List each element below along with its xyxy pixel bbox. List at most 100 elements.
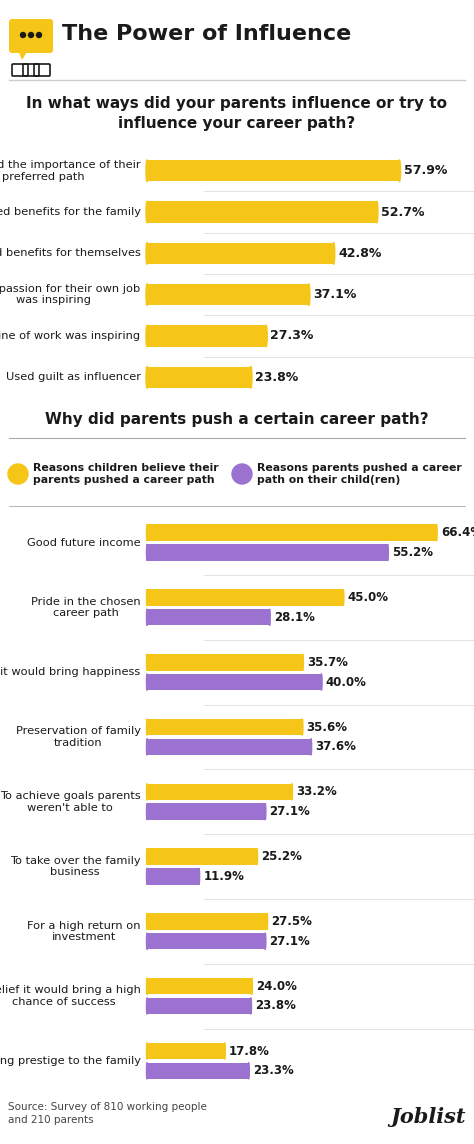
Text: 33.2%: 33.2% (296, 786, 337, 799)
Bar (147, 284, 309, 305)
Text: The Power of Influence: The Power of Influence (62, 24, 351, 43)
Circle shape (291, 784, 292, 800)
Circle shape (146, 160, 148, 182)
Bar (147, 589, 343, 605)
Text: 55.2%: 55.2% (392, 546, 433, 559)
Bar (147, 803, 265, 820)
Circle shape (198, 868, 200, 884)
Bar (147, 524, 437, 541)
Text: 45.0%: 45.0% (347, 591, 389, 604)
Circle shape (146, 284, 148, 305)
Text: Reasons children believe their
parents pushed a career path: Reasons children believe their parents p… (33, 463, 219, 485)
Bar (147, 849, 257, 865)
Circle shape (310, 739, 311, 755)
Circle shape (308, 284, 310, 305)
Text: 27.3%: 27.3% (271, 329, 314, 342)
Circle shape (146, 1043, 148, 1059)
Text: Good future income: Good future income (27, 538, 141, 548)
Text: Why did parents push a certain career path?: Why did parents push a certain career pa… (45, 412, 429, 427)
Circle shape (376, 201, 378, 223)
Circle shape (146, 739, 148, 755)
Circle shape (250, 998, 252, 1015)
Text: 28.1%: 28.1% (274, 611, 315, 623)
Text: Preservation of family
tradition: Preservation of family tradition (16, 726, 141, 748)
Bar (147, 934, 265, 950)
Circle shape (146, 934, 148, 950)
Text: 23.3%: 23.3% (253, 1064, 294, 1078)
Bar (147, 366, 251, 388)
Circle shape (146, 589, 148, 605)
Text: 37.6%: 37.6% (315, 740, 356, 754)
Circle shape (146, 201, 148, 223)
Text: 52.7%: 52.7% (381, 206, 425, 219)
Circle shape (146, 998, 148, 1015)
Circle shape (146, 784, 148, 800)
Circle shape (301, 718, 303, 736)
Text: 27.1%: 27.1% (270, 935, 310, 947)
Text: Their line of work was inspiring: Their line of work was inspiring (0, 331, 141, 341)
Circle shape (269, 609, 270, 626)
Text: Belief it would bring happiness: Belief it would bring happiness (0, 667, 141, 677)
Circle shape (436, 524, 437, 541)
Circle shape (146, 978, 148, 994)
Circle shape (256, 849, 257, 865)
Circle shape (146, 849, 148, 865)
Circle shape (343, 589, 344, 605)
Circle shape (146, 609, 148, 626)
Text: Joblist: Joblist (391, 1107, 466, 1127)
Bar (147, 325, 266, 347)
Text: 35.6%: 35.6% (307, 721, 347, 733)
Circle shape (398, 160, 401, 182)
Text: To take over the family
business: To take over the family business (10, 856, 141, 877)
Circle shape (248, 1063, 249, 1079)
Bar (147, 160, 400, 182)
Text: 40.0%: 40.0% (326, 676, 367, 689)
Circle shape (224, 1043, 225, 1059)
Bar (147, 545, 388, 561)
Text: 11.9%: 11.9% (203, 869, 244, 883)
Circle shape (264, 934, 266, 950)
Bar (147, 201, 377, 223)
Text: 57.9%: 57.9% (404, 165, 447, 177)
Circle shape (302, 654, 303, 670)
Text: Discussed the importance of their
preferred path: Discussed the importance of their prefer… (0, 160, 141, 182)
Polygon shape (18, 50, 28, 59)
Text: 23.8%: 23.8% (255, 1000, 296, 1012)
Text: Discussed benefits for the family: Discussed benefits for the family (0, 207, 141, 217)
Text: 66.4%: 66.4% (441, 526, 474, 539)
Circle shape (146, 654, 148, 670)
Text: Source: Survey of 810 working people
and 210 parents: Source: Survey of 810 working people and… (8, 1102, 207, 1126)
Circle shape (146, 803, 148, 820)
Circle shape (146, 545, 148, 561)
Circle shape (251, 978, 252, 994)
Circle shape (146, 243, 148, 264)
Text: Their passion for their own job
was inspiring: Their passion for their own job was insp… (0, 284, 141, 305)
Text: 23.8%: 23.8% (255, 371, 299, 383)
Bar (147, 609, 270, 626)
Bar (147, 654, 303, 670)
Bar (147, 998, 251, 1015)
Bar (147, 784, 292, 800)
Bar (147, 243, 334, 264)
Circle shape (146, 718, 148, 736)
Circle shape (36, 32, 42, 38)
Circle shape (232, 464, 252, 484)
Bar (147, 978, 252, 994)
Text: 42.8%: 42.8% (338, 247, 382, 260)
Text: 37.1%: 37.1% (313, 288, 356, 301)
Circle shape (146, 325, 148, 347)
Circle shape (264, 803, 266, 820)
Circle shape (265, 325, 267, 347)
Circle shape (146, 913, 148, 930)
Text: 35.7%: 35.7% (307, 656, 348, 669)
Text: 24.0%: 24.0% (256, 979, 297, 993)
Circle shape (146, 1063, 148, 1079)
Text: Reasons parents pushed a career
path on their child(ren): Reasons parents pushed a career path on … (257, 463, 462, 485)
Text: In what ways did your parents influence or try to
influence your career path?: In what ways did your parents influence … (27, 96, 447, 132)
Text: Pride in the chosen
career path: Pride in the chosen career path (31, 596, 141, 618)
Text: Used guilt as influencer: Used guilt as influencer (6, 372, 141, 382)
Text: 17.8%: 17.8% (229, 1044, 270, 1057)
Text: To bring prestige to the family: To bring prestige to the family (0, 1056, 141, 1066)
Bar (147, 674, 321, 690)
Circle shape (28, 32, 34, 38)
